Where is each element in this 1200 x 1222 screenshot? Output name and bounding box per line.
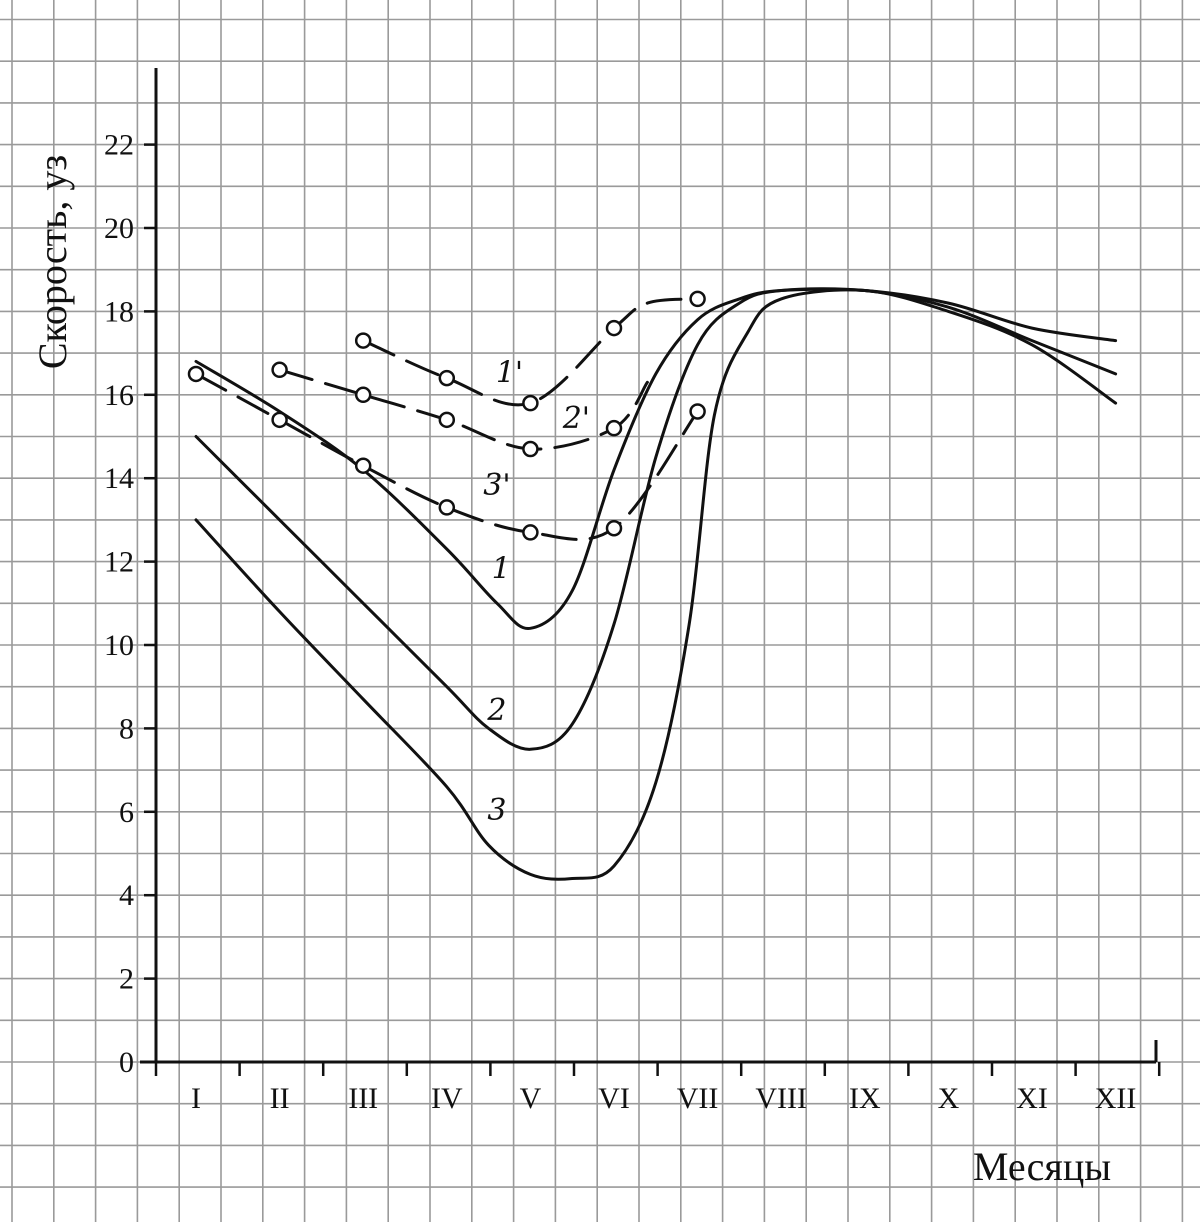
x-tick-label: III <box>348 1082 378 1115</box>
y-tick-label: 16 <box>104 379 134 412</box>
y-tick-label: 0 <box>119 1046 134 1079</box>
data-point-marker <box>438 499 456 516</box>
curve-label: 1' <box>496 355 523 390</box>
x-axis-title: Месяцы <box>973 1144 1111 1189</box>
data-point-marker <box>605 419 623 437</box>
data-point-marker <box>271 411 288 429</box>
series-line <box>194 288 1118 881</box>
data-point-marker <box>522 440 539 458</box>
curve-label: 2 <box>486 693 506 728</box>
x-tick-label: IX <box>849 1082 881 1115</box>
x-tick-label: I <box>191 1082 201 1115</box>
data-point-marker <box>605 519 623 537</box>
y-tick-label: 2 <box>119 963 134 996</box>
series-2 <box>194 287 1118 751</box>
y-tick-label: 12 <box>104 546 134 579</box>
series-4 <box>354 290 706 412</box>
x-tick-label: V <box>520 1082 542 1115</box>
x-tick-label: XI <box>1016 1082 1048 1115</box>
data-point-marker <box>438 369 456 387</box>
curve-label: 2' <box>562 401 590 436</box>
series-layer <box>187 287 1118 881</box>
series-6 <box>187 365 706 541</box>
data-point-marker <box>354 332 372 349</box>
y-axis-title: Скорость, уз <box>30 155 75 369</box>
data-point-marker <box>438 411 456 429</box>
y-tick-label: 14 <box>104 462 134 495</box>
x-tick-label: II <box>270 1082 290 1115</box>
curve-label: 3 <box>487 793 506 828</box>
x-tick-label: VI <box>598 1082 630 1115</box>
data-point-marker <box>605 319 623 337</box>
x-tick-label: VIII <box>755 1082 807 1115</box>
series-line <box>194 287 1118 630</box>
x-tick-label: XII <box>1095 1082 1137 1115</box>
y-tick-label: 10 <box>104 629 134 662</box>
x-tick-label: X <box>938 1082 960 1115</box>
y-tick-label: 8 <box>119 712 134 745</box>
y-tick-label: 22 <box>104 129 134 162</box>
series-line <box>194 287 1118 751</box>
labels-layer: 1 2 3 1' 2' 3' <box>483 355 590 828</box>
y-tick-label: 18 <box>104 295 134 328</box>
series-line <box>361 297 700 407</box>
data-point-marker <box>522 524 539 541</box>
data-point-marker <box>689 403 706 420</box>
x-tick-label: IV <box>431 1082 463 1115</box>
series-5 <box>271 361 649 458</box>
data-point-marker <box>354 457 372 474</box>
data-point-marker <box>689 290 706 308</box>
x-tick-label: VII <box>677 1082 719 1115</box>
data-point-marker <box>354 386 372 404</box>
y-tick-label: 4 <box>119 879 134 912</box>
data-point-marker <box>187 365 205 383</box>
series-3 <box>194 288 1118 881</box>
series-1 <box>194 287 1118 630</box>
data-point-marker <box>271 361 288 379</box>
y-tick-label: 20 <box>104 212 134 245</box>
y-tick-label: 6 <box>119 796 134 829</box>
curve-label: 1 <box>492 551 511 586</box>
data-point-marker <box>522 394 539 412</box>
curve-label: 3' <box>483 468 510 503</box>
